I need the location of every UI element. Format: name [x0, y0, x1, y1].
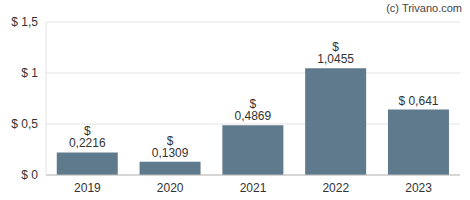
svg-text:2023: 2023 [405, 181, 432, 195]
svg-text:$ 1: $ 1 [21, 66, 38, 80]
svg-text:$ 0,5: $ 0,5 [11, 117, 38, 131]
svg-text:2020: 2020 [157, 181, 184, 195]
svg-text:$0,2216: $0,2216 [69, 124, 106, 150]
svg-text:$ 0,641: $ 0,641 [398, 94, 438, 108]
html-text:(c) Trivano.com: (c) Trivano.com [386, 2, 462, 14]
svg-text:$0,4869: $0,4869 [235, 97, 272, 123]
svg-text:$1,0455: $1,0455 [317, 40, 354, 66]
svg-text:2021: 2021 [240, 181, 267, 195]
svg-text:$0,1309: $0,1309 [152, 134, 189, 160]
svg-text:$ 0: $ 0 [21, 168, 38, 182]
svg-text:2019: 2019 [74, 181, 101, 195]
svg-text:2022: 2022 [322, 181, 349, 195]
svg-text:$ 1,5: $ 1,5 [11, 15, 38, 29]
